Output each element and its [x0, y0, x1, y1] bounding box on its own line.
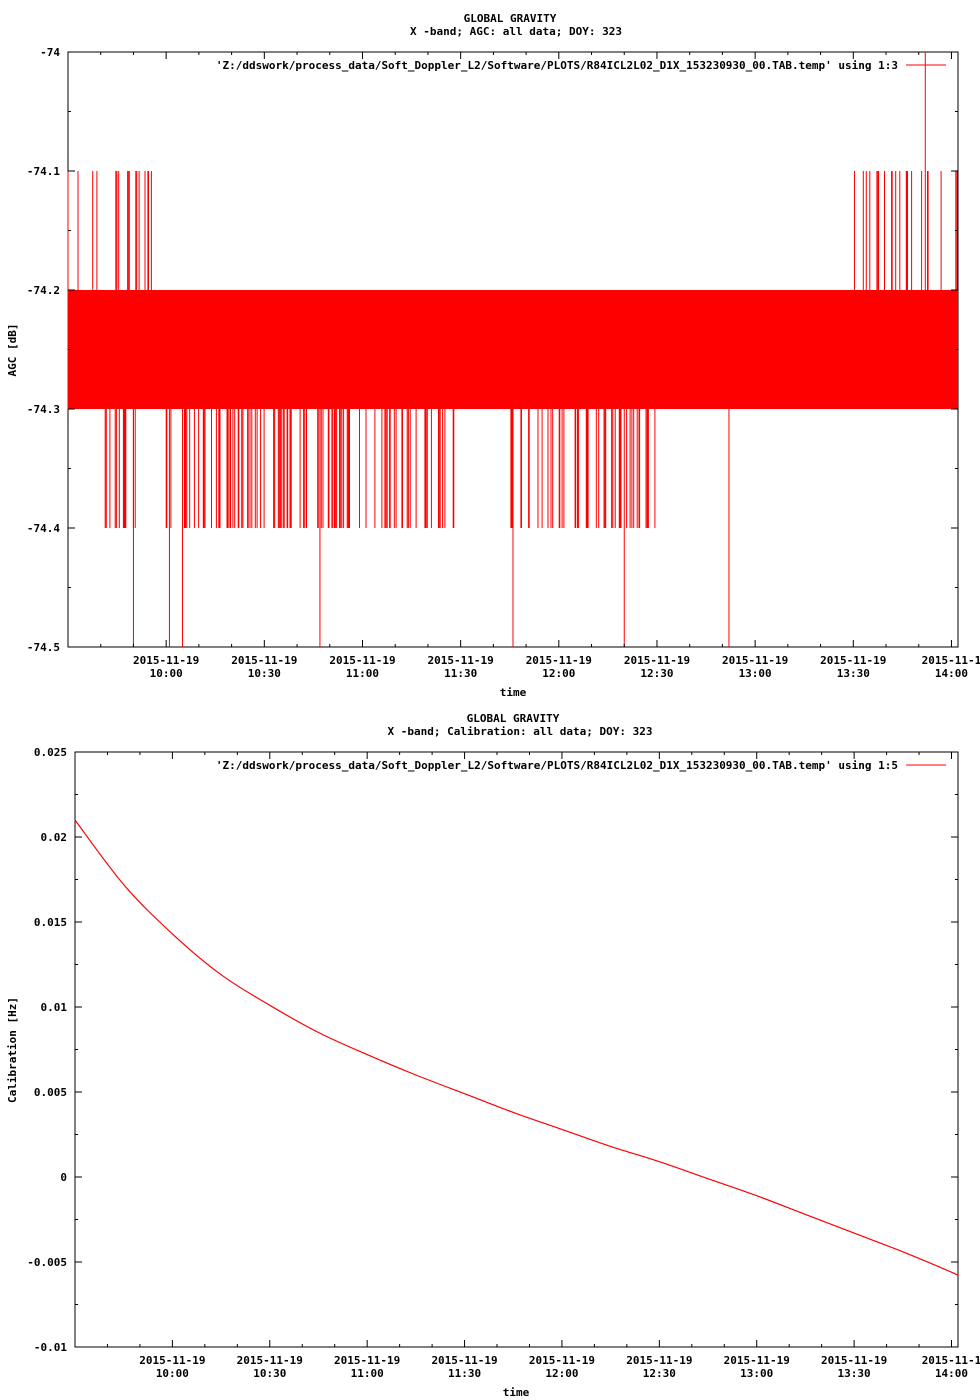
- calibration-x-tick-time: 12:00: [545, 1367, 578, 1380]
- agc-x-tick-time: 12:30: [640, 667, 673, 680]
- calibration-legend-label: 'Z:/ddswork/process_data/Soft_Doppler_L2…: [216, 759, 898, 772]
- calibration-y-tick-label: 0.025: [34, 746, 67, 759]
- agc-x-tick-time: 10:00: [150, 667, 183, 680]
- agc-x-tick-time: 13:00: [739, 667, 772, 680]
- agc-x-tick-time: 11:00: [346, 667, 379, 680]
- calibration-x-axis-label: time: [503, 1386, 530, 1399]
- agc-x-tick-time: 14:00: [935, 667, 968, 680]
- calibration-y-tick-label: -0.005: [27, 1256, 67, 1269]
- calibration-chart-title: GLOBAL GRAVITY: [467, 712, 560, 725]
- agc-chart: GLOBAL GRAVITY X -band; AGC: all data; D…: [6, 12, 980, 699]
- calibration-plot-frame: [74, 751, 959, 1348]
- calibration-x-tick-time: 12:30: [643, 1367, 676, 1380]
- agc-x-tick-date: 2015-11-19: [133, 654, 199, 667]
- calibration-y-tick-label: 0.01: [41, 1001, 68, 1014]
- agc-x-axis: 2015-11-1910:002015-11-1910:302015-11-19…: [100, 52, 980, 680]
- calibration-x-tick-time: 10:00: [156, 1367, 189, 1380]
- calibration-x-tick-date: 2015-11-1: [922, 1354, 980, 1367]
- agc-x-axis-label: time: [500, 686, 527, 699]
- agc-x-tick-time: 10:30: [248, 667, 281, 680]
- calibration-y-axis-label: Calibration [Hz]: [6, 997, 19, 1103]
- agc-legend-label: 'Z:/ddswork/process_data/Soft_Doppler_L2…: [216, 59, 898, 72]
- calibration-x-tick-date: 2015-11-19: [724, 1354, 790, 1367]
- calibration-y-tick-label: 0: [60, 1171, 67, 1184]
- agc-core-band: [68, 290, 958, 409]
- calibration-y-tick-label: 0.015: [34, 916, 67, 929]
- calibration-series-line: [74, 819, 959, 1277]
- calibration-x-tick-date: 2015-11-19: [529, 1354, 595, 1367]
- calibration-y-tick-label: 0.005: [34, 1086, 67, 1099]
- calibration-x-axis: 2015-11-1910:002015-11-1910:302015-11-19…: [106, 752, 980, 1380]
- agc-y-tick-label: -74.2: [27, 284, 60, 297]
- agc-x-tick-date: 2015-11-19: [526, 654, 592, 667]
- agc-y-axis: -74 -74.1 -74.2 -74.3 -74.4 -74.5: [27, 46, 958, 654]
- calibration-x-tick-time: 14:00: [935, 1367, 968, 1380]
- agc-x-tick-time: 11:30: [444, 667, 477, 680]
- calibration-x-tick-date: 2015-11-19: [334, 1354, 400, 1367]
- calibration-chart-subtitle: X -band; Calibration: all data; DOY: 323: [388, 725, 653, 738]
- calibration-x-tick-date: 2015-11-19: [821, 1354, 887, 1367]
- calibration-x-tick-time: 11:30: [448, 1367, 481, 1380]
- calibration-x-tick-date: 2015-11-19: [237, 1354, 303, 1367]
- agc-x-tick-date: 2015-11-19: [231, 654, 297, 667]
- calibration-x-tick-date: 2015-11-19: [431, 1354, 497, 1367]
- agc-y-tick-label: -74.5: [27, 641, 60, 654]
- calibration-y-tick-label: -0.01: [34, 1341, 67, 1354]
- calibration-x-tick-time: 10:30: [253, 1367, 286, 1380]
- calibration-x-tick-date: 2015-11-19: [626, 1354, 692, 1367]
- agc-series-line: [67, 52, 958, 647]
- agc-y-axis-label: AGC [dB]: [6, 324, 19, 377]
- agc-chart-title: GLOBAL GRAVITY: [464, 12, 557, 25]
- calibration-x-tick-time: 13:00: [740, 1367, 773, 1380]
- agc-x-tick-date: 2015-11-19: [820, 654, 886, 667]
- agc-x-tick-date: 2015-11-19: [624, 654, 690, 667]
- agc-y-tick-label: -74.3: [27, 403, 60, 416]
- agc-y-tick-label: -74.4: [27, 522, 60, 535]
- agc-chart-subtitle: X -band; AGC: all data; DOY: 323: [410, 25, 622, 38]
- calibration-x-tick-time: 13:30: [838, 1367, 871, 1380]
- agc-x-tick-date: 2015-11-19: [722, 654, 788, 667]
- agc-x-tick-date: 2015-11-19: [329, 654, 395, 667]
- agc-y-tick-label: -74: [40, 46, 60, 59]
- agc-x-tick-date: 2015-11-19: [428, 654, 494, 667]
- agc-x-tick-time: 13:30: [837, 667, 870, 680]
- calibration-curve: [74, 819, 959, 1277]
- agc-x-tick-time: 12:00: [542, 667, 575, 680]
- calibration-y-tick-label: 0.02: [41, 831, 68, 844]
- calibration-y-axis: 0.025 0.02 0.015 0.01 0.005 0 -0.005 -0.01: [27, 746, 958, 1354]
- calibration-x-tick-date: 2015-11-19: [139, 1354, 205, 1367]
- calibration-x-tick-time: 11:00: [351, 1367, 384, 1380]
- agc-y-tick-label: -74.1: [27, 165, 60, 178]
- agc-x-tick-date: 2015-11-1: [922, 654, 980, 667]
- calibration-chart: GLOBAL GRAVITY X -band; Calibration: all…: [6, 712, 980, 1399]
